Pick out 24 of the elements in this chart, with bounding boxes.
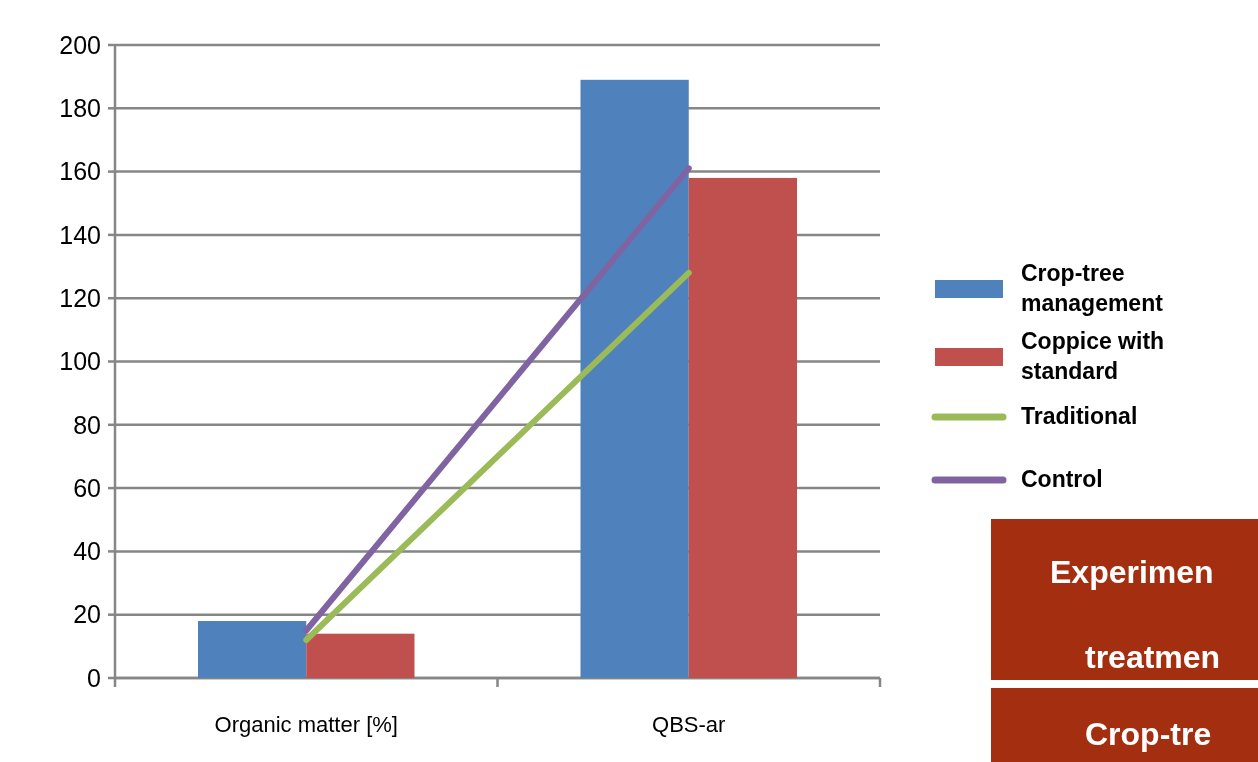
legend-label: Coppice with standard (1021, 328, 1165, 384)
y-tick-label: 200 (59, 30, 101, 59)
y-tick-label: 180 (59, 94, 101, 123)
x-tick-label: Organic matter [%] (214, 712, 398, 737)
y-tick-label: 40 (73, 537, 101, 566)
y-tick-label: 60 (73, 473, 101, 502)
y-tick-label: 140 (59, 220, 101, 249)
bar (306, 633, 415, 678)
y-tick-label: 100 (59, 347, 101, 376)
y-tick-label: 0 (87, 663, 101, 692)
bar (688, 177, 797, 678)
text: Crop-tre (1085, 716, 1212, 752)
y-tick-label: 80 (73, 410, 101, 439)
bar (580, 79, 689, 678)
legend-label: Crop-tree management (1021, 260, 1164, 316)
legend-label: Traditional (1021, 403, 1138, 429)
y-tick-label: 160 (59, 157, 101, 186)
bar (198, 621, 307, 678)
text: Experimen (1050, 554, 1214, 590)
y-tick-label: 120 (59, 283, 101, 312)
x-tick-label: QBS-ar (652, 712, 726, 737)
y-tick-label: 20 (73, 600, 101, 629)
text: treatmen (1085, 639, 1221, 675)
legend-label: Control (1021, 466, 1103, 492)
